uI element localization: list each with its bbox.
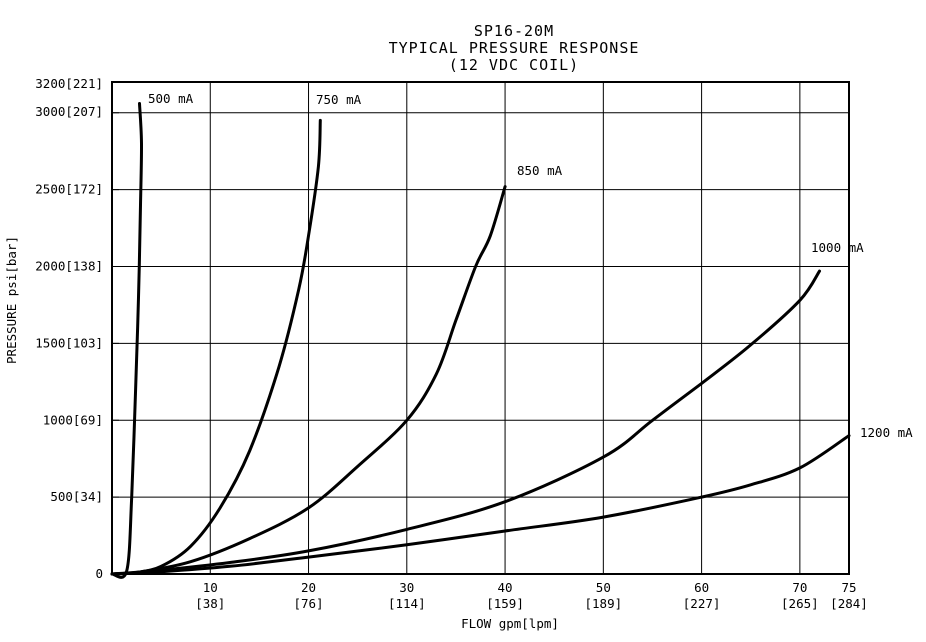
series-label: 1000 mA: [811, 240, 864, 255]
series-label: 500 mA: [148, 91, 194, 106]
x-tick-label: 75: [841, 580, 856, 595]
y-tick-label: 2500[172]: [35, 182, 103, 197]
x-tick-label: 70: [792, 580, 807, 595]
chart-title-line: TYPICAL PRESSURE RESPONSE: [389, 39, 640, 57]
y-tick-label: 2000[138]: [35, 259, 103, 274]
series-label: 850 mA: [517, 163, 563, 178]
x-tick-sublabel: [114]: [388, 596, 426, 611]
x-tick-label: 60: [694, 580, 709, 595]
x-tick-labels: 10[38] 20[76] 30[114] 40[159] 50[189] 60[227]…: [195, 580, 868, 611]
series-line: [110, 118, 322, 576]
series-label: 1200 mA: [860, 425, 913, 440]
chart-title-line: (12 VDC COIL): [449, 56, 579, 74]
y-tick-label: 3200[221]: [35, 76, 103, 91]
series-line: [110, 434, 851, 576]
y-tick-label: 1500[103]: [35, 335, 103, 350]
x-tick-label: 50: [596, 580, 611, 595]
y-tick-label: 1000[69]: [43, 412, 103, 427]
x-tick-sublabel: [76]: [293, 596, 323, 611]
series-line: [110, 269, 821, 576]
x-tick-sublabel: [189]: [585, 596, 623, 611]
series-label: 750 mA: [316, 92, 362, 107]
x-tick-label: 10: [203, 580, 218, 595]
y-tick-label: 3000[207]: [35, 104, 103, 119]
x-tick-label: 40: [498, 580, 513, 595]
series-line: [110, 185, 507, 576]
x-tick-label: 20: [301, 580, 316, 595]
x-tick-sublabel: [284]: [830, 596, 868, 611]
plot-frame: [111, 81, 850, 575]
x-tick-sublabel: [38]: [195, 596, 225, 611]
series-lines: [110, 102, 851, 579]
x-tick-sublabel: [227]: [683, 596, 721, 611]
x-axis-title: FLOW gpm[lpm]: [461, 616, 559, 631]
chart-title-line: SP16-20M: [474, 22, 554, 40]
x-tick-sublabel: [159]: [486, 596, 524, 611]
x-tick-label: 30: [399, 580, 414, 595]
x-tick-sublabel: [265]: [781, 596, 819, 611]
y-tick-label: 500[34]: [50, 489, 103, 504]
y-axis-title: PRESSURE psi[bar]: [4, 236, 19, 364]
y-tick-label: 0: [95, 566, 103, 581]
series-labels: 500 mA 750 mA 850 mA 1000 mA 1200 mA: [148, 91, 913, 440]
y-tick-labels: 0 500[34] 1000[69] 1500[103] 2000[138] 2500[1…: [35, 76, 103, 581]
grid-lines: [112, 82, 849, 574]
series-line: [110, 102, 144, 579]
